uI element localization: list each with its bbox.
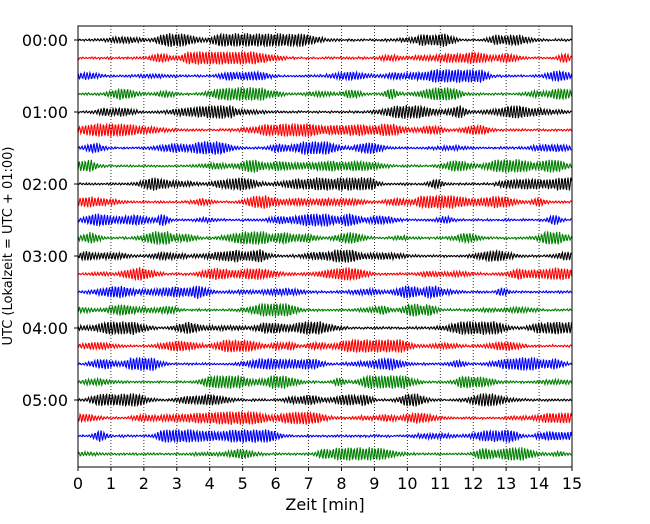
seismic-trace <box>77 446 572 461</box>
seismic-trace <box>77 302 572 317</box>
seismic-trace <box>77 338 572 354</box>
seismic-trace <box>77 356 573 372</box>
seismic-trace <box>77 86 573 102</box>
seismic-trace <box>77 285 572 300</box>
x-tick-label: 4 <box>205 474 215 493</box>
seismic-trace <box>77 410 573 425</box>
y-axis-label: UTC (Lokalzeit = UTC + 01:00) <box>1 147 16 346</box>
x-tick-label: 15 <box>562 474 582 493</box>
seismic-trace <box>77 159 573 174</box>
x-tick-label: 13 <box>496 474 516 493</box>
seismic-trace <box>77 248 572 264</box>
seismic-trace <box>77 176 573 192</box>
x-tick-label: 6 <box>271 474 281 493</box>
seismic-trace <box>77 213 572 228</box>
seismic-trace <box>77 104 572 120</box>
seismic-trace <box>77 267 573 282</box>
y-axis: 00:00 01:00 02:00 03:00 04:00 05:00 <box>22 31 78 410</box>
x-tick-label: 0 <box>73 474 83 493</box>
seismic-trace <box>77 230 573 246</box>
x-tick-label: 3 <box>172 474 182 493</box>
y-tick-label: 03:00 <box>22 247 68 266</box>
y-tick-label: 04:00 <box>22 319 68 338</box>
seismic-trace <box>77 32 572 48</box>
seismic-trace <box>77 374 573 390</box>
seismic-trace <box>77 429 573 445</box>
y-tick-label: 01:00 <box>22 103 68 122</box>
y-tick-label: 05:00 <box>22 391 68 410</box>
seismic-trace <box>77 68 573 83</box>
x-tick-label: 11 <box>430 474 450 493</box>
x-tick-label: 9 <box>369 474 379 493</box>
seismic-trace <box>77 194 572 210</box>
seismic-trace <box>77 320 573 336</box>
plot-area <box>78 26 572 467</box>
x-tick-label: 10 <box>397 474 417 493</box>
x-axis-label: Zeit [min] <box>285 495 364 514</box>
y-tick-label: 00:00 <box>22 31 68 50</box>
seismic-trace <box>77 140 572 156</box>
x-tick-label: 8 <box>336 474 346 493</box>
y-tick-label: 02:00 <box>22 175 68 194</box>
x-tick-label: 7 <box>303 474 313 493</box>
seismic-trace <box>77 392 572 408</box>
x-tick-label: 14 <box>529 474 549 493</box>
seismic-trace <box>77 122 572 138</box>
seismic-trace <box>77 50 572 65</box>
x-axis: 0 1 2 3 4 5 6 7 8 9 10 11 12 13 14 15 <box>73 467 582 493</box>
trace-layer <box>77 32 573 461</box>
x-tick-label: 2 <box>139 474 149 493</box>
plot-frame <box>77 25 573 468</box>
x-tick-label: 12 <box>463 474 483 493</box>
x-tick-label: 5 <box>238 474 248 493</box>
x-tick-label: 1 <box>106 474 116 493</box>
